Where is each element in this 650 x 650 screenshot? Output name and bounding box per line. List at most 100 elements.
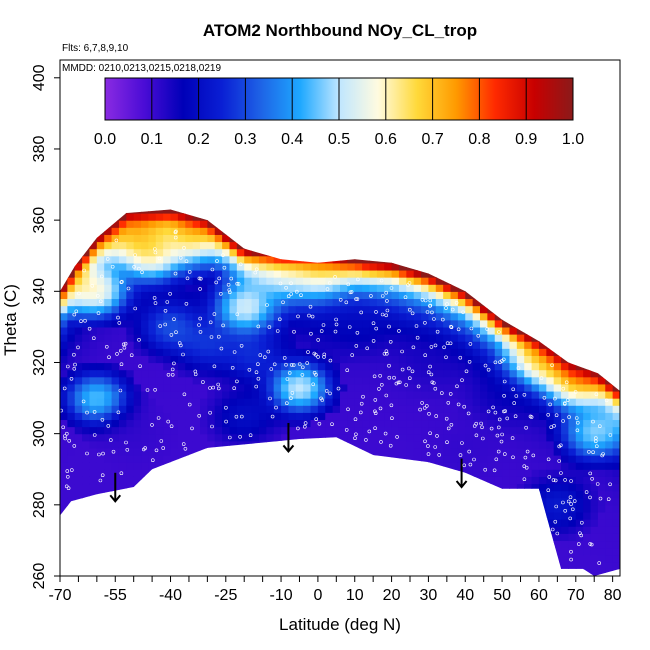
heatmap-cell	[133, 341, 142, 349]
heatmap-cell	[443, 262, 452, 271]
heatmap-cell	[303, 405, 312, 413]
heatmap-cell	[214, 405, 223, 413]
heatmap-cell	[96, 405, 105, 413]
heatmap-cell	[340, 540, 348, 549]
heatmap-cell	[443, 483, 452, 492]
sample-point	[546, 457, 551, 462]
heatmap-cell	[398, 383, 407, 392]
heatmap-cell	[288, 376, 297, 385]
heatmap-cell	[295, 369, 304, 378]
heatmap-cell	[553, 305, 562, 314]
heatmap-cell	[605, 291, 614, 300]
heatmap-cell	[376, 526, 385, 534]
heatmap-cell	[177, 526, 186, 534]
heatmap-cell	[340, 426, 348, 435]
heatmap-cell	[487, 568, 496, 576]
heatmap-cell	[509, 362, 518, 371]
heatmap-cell	[303, 298, 312, 307]
heatmap-cell	[273, 469, 282, 477]
heatmap-cell	[266, 383, 275, 392]
heatmap-cell	[568, 519, 577, 527]
heatmap-cell	[531, 248, 540, 257]
sample-point	[169, 333, 174, 337]
x-tick-label: 40	[456, 587, 474, 604]
plot-frame	[59, 59, 621, 577]
heatmap-cell	[494, 248, 503, 257]
heatmap-cell	[170, 433, 179, 442]
heatmap-cell	[376, 312, 385, 321]
sample-point	[424, 404, 429, 408]
heatmap-cell	[288, 341, 297, 349]
sample-point	[66, 474, 70, 479]
heatmap-cell	[465, 490, 474, 499]
sample-point	[522, 477, 527, 482]
heatmap-cell	[82, 447, 91, 456]
heatmap-cell	[384, 419, 393, 428]
sample-point	[423, 439, 427, 444]
heatmap-cell	[546, 334, 555, 342]
heatmap-cell	[244, 511, 253, 520]
heatmap-cell	[443, 476, 452, 485]
heatmap-cell	[494, 334, 503, 342]
heatmap-cell	[141, 241, 150, 250]
heatmap-cell	[597, 291, 606, 300]
heatmap-cell	[317, 469, 326, 477]
heatmap-cell	[251, 519, 260, 527]
heatmap-cell	[67, 227, 76, 235]
heatmap-cell	[303, 241, 312, 250]
heatmap-cell	[229, 455, 238, 463]
sample-point	[554, 504, 559, 509]
heatmap-cell	[597, 398, 606, 406]
heatmap-cell	[133, 476, 142, 485]
heatmap-cell	[126, 412, 135, 421]
heatmap-cell	[362, 369, 371, 378]
heatmap-cell	[450, 334, 459, 342]
heatmap-cell	[340, 455, 348, 463]
heatmap-cell	[450, 561, 459, 570]
sample-point	[546, 412, 551, 417]
sample-point	[388, 339, 393, 344]
heatmap-cell	[317, 348, 326, 356]
sample-point	[567, 415, 571, 419]
heatmap-cell	[244, 561, 253, 570]
heatmap-cell	[244, 241, 253, 250]
heatmap-cell	[561, 376, 570, 385]
heatmap-cell	[317, 547, 326, 556]
heatmap-cell	[332, 540, 341, 549]
sample-point	[138, 364, 142, 369]
heatmap-cell	[82, 433, 91, 442]
heatmap-cell	[376, 319, 385, 328]
heatmap-cell	[60, 312, 68, 321]
heatmap-cell	[74, 277, 83, 285]
heatmap-cell	[457, 511, 466, 520]
sample-point	[418, 407, 422, 412]
heatmap-cell	[192, 533, 201, 542]
heatmap-cell	[207, 269, 216, 278]
heatmap-cell	[524, 341, 533, 349]
sample-point	[168, 291, 172, 296]
sample-point	[100, 417, 105, 422]
heatmap-cell	[421, 234, 430, 243]
heatmap-cell	[583, 469, 592, 477]
heatmap-cell	[472, 355, 481, 364]
heatmap-cell	[612, 269, 620, 278]
sample-point	[119, 280, 124, 285]
heatmap-cell	[391, 440, 400, 449]
heatmap-cell	[376, 561, 385, 570]
heatmap-cell	[170, 319, 179, 328]
heatmap-cell	[524, 255, 533, 264]
heatmap-cell	[200, 398, 208, 406]
heatmap-cell	[354, 412, 363, 421]
heatmap-cell	[413, 469, 422, 477]
heatmap-cell	[74, 533, 83, 542]
heatmap-cell	[266, 398, 275, 406]
heatmap-cell	[480, 319, 488, 328]
heatmap-cell	[214, 540, 223, 549]
heatmap-cell	[281, 383, 290, 392]
heatmap-cell	[281, 390, 290, 399]
heatmap-cell	[524, 426, 533, 435]
sample-point	[569, 557, 573, 562]
heatmap-cell	[185, 241, 194, 250]
heatmap-cell	[266, 462, 275, 470]
heatmap-cell	[111, 220, 120, 228]
